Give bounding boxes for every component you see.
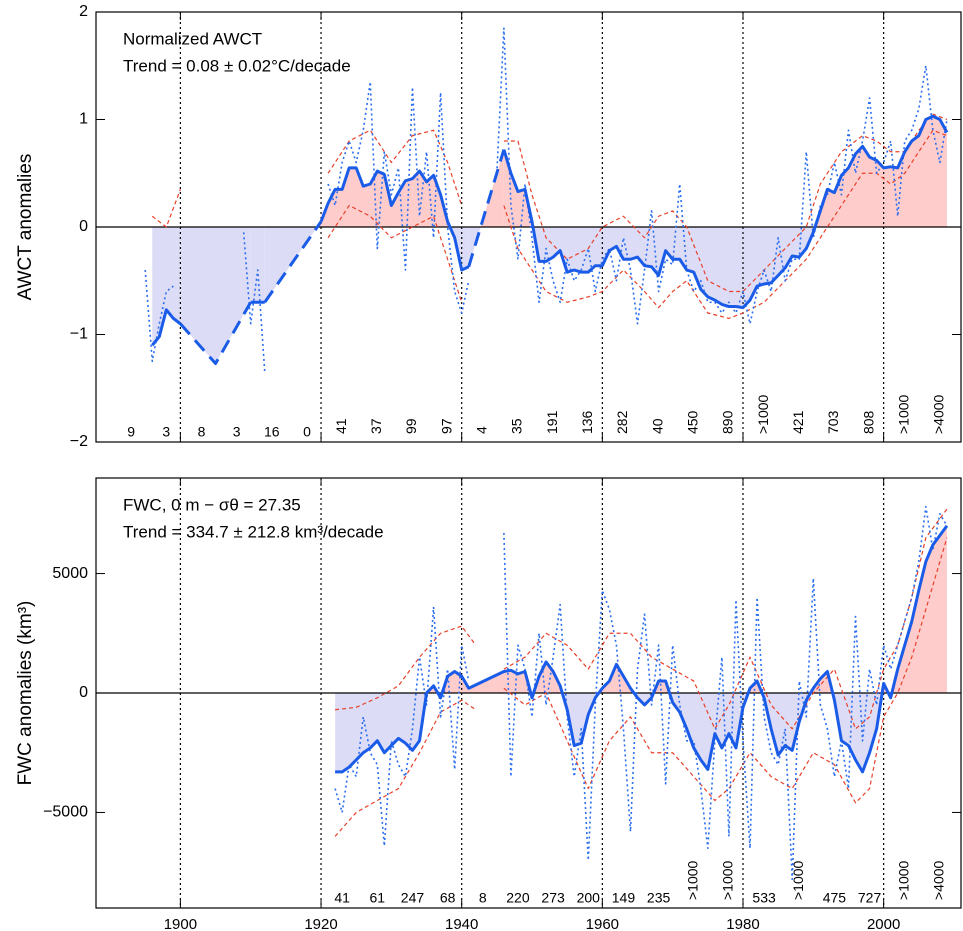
series-line	[334, 537, 948, 837]
series-line	[151, 114, 949, 347]
count-label: 149	[612, 890, 636, 906]
x-tick-label: 1980	[726, 916, 759, 931]
y-tick-label: 2	[79, 3, 88, 20]
annotation: Trend = 0.08 ± 0.02°C/decade	[123, 56, 351, 75]
count-label: 703	[825, 410, 841, 434]
count-label: >1000	[720, 860, 736, 900]
y-axis-label: AWCT anomalies	[15, 154, 36, 301]
count-label: 61	[370, 890, 386, 906]
series-line	[335, 524, 949, 774]
count-label: 16	[264, 424, 280, 440]
y-tick-label: 5000	[52, 565, 88, 582]
count-label: 35	[509, 418, 525, 434]
count-label: 8	[198, 424, 206, 440]
series-line	[335, 508, 948, 730]
fill-below	[152, 227, 181, 346]
count-label: 200	[577, 890, 601, 906]
x-tick-label: 1940	[445, 916, 478, 931]
count-label: 533	[752, 890, 776, 906]
count-label: 3	[162, 424, 170, 440]
count-label: 3	[233, 424, 241, 440]
fill-above	[468, 149, 504, 227]
count-label: 282	[614, 410, 630, 434]
count-label: 220	[506, 890, 530, 906]
count-label: 247	[401, 890, 425, 906]
plot-frame	[95, 11, 962, 443]
fill-above	[321, 167, 469, 227]
count-label: 890	[720, 410, 736, 434]
count-label: 191	[544, 410, 560, 434]
y-axis-label: FWC anomalies (km³)	[15, 601, 36, 786]
x-tick-label: 1900	[164, 916, 197, 931]
count-label: 235	[647, 890, 671, 906]
y-tick-label: −1	[70, 326, 88, 343]
count-label: 808	[860, 410, 876, 434]
y-tick-label: 0	[79, 684, 88, 701]
y-tick-label: −5000	[43, 804, 88, 821]
count-label: 40	[649, 418, 665, 434]
count-label: 41	[333, 418, 349, 434]
x-tick-label: 1960	[586, 916, 619, 931]
count-label: 727	[858, 890, 882, 906]
plot-frame	[95, 477, 962, 909]
count-label: >1000	[684, 860, 700, 900]
count-label: 41	[334, 890, 350, 906]
fill-below	[250, 227, 265, 303]
count-label: 4	[473, 426, 489, 434]
series-line	[327, 129, 948, 319]
annotation: Normalized AWCT	[123, 29, 262, 48]
count-label: 9	[127, 424, 135, 440]
count-label: >4000	[931, 394, 947, 434]
y-tick-label: 1	[79, 111, 88, 128]
count-label: >1000	[790, 860, 806, 900]
series-line	[179, 149, 506, 366]
y-tick-label: 0	[79, 218, 88, 235]
fill-below	[264, 227, 322, 303]
fill-above	[503, 116, 947, 227]
count-label: 475	[823, 890, 847, 906]
x-tick-label: 1920	[304, 916, 337, 931]
count-label: >1000	[895, 394, 911, 434]
count-label: 450	[684, 410, 700, 434]
annotation: Trend = 334.7 ± 212.8 km³/decade	[123, 522, 384, 541]
count-label: >4000	[931, 860, 947, 900]
x-tick-label: 2000	[867, 916, 900, 931]
count-label: 8	[479, 890, 487, 906]
fill-below	[321, 227, 469, 270]
count-label: >1000	[895, 860, 911, 900]
count-label: 37	[368, 418, 384, 434]
count-label: 99	[403, 418, 419, 434]
count-label: 68	[440, 890, 456, 906]
count-label: 421	[790, 410, 806, 434]
count-label: 0	[303, 424, 311, 440]
y-tick-label: −2	[70, 433, 88, 450]
count-label: 273	[541, 890, 565, 906]
count-label: >1000	[755, 394, 771, 434]
fill-below	[335, 693, 947, 772]
annotation: FWC, 0 m − σθ = 27.35	[123, 495, 301, 514]
count-label: 97	[438, 418, 454, 434]
count-label: 136	[579, 410, 595, 434]
series-line	[151, 113, 948, 293]
fill-below	[180, 227, 251, 364]
